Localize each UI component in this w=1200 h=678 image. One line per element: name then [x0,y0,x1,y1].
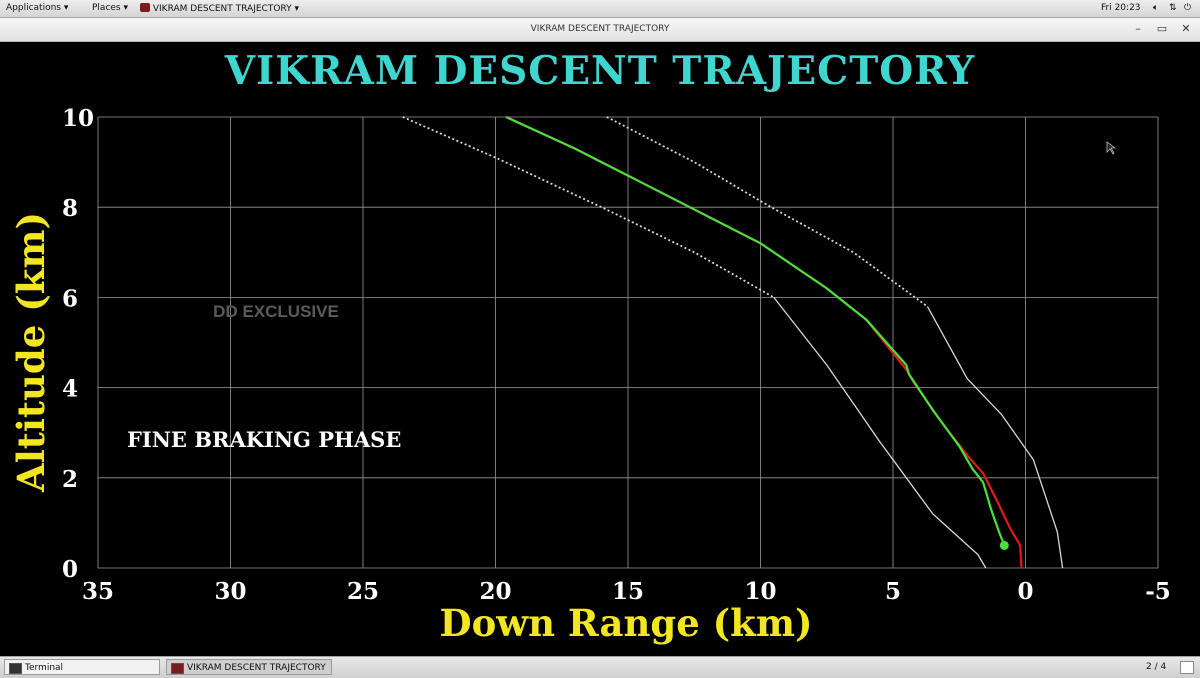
chevron-down-icon: ▾ [63,3,69,13]
x-tick-label: 25 [347,578,379,605]
y-tick-label: 0 [62,556,78,583]
app-icon [171,663,184,674]
window-menu-label: VIKRAM DESCENT TRAJECTORY [152,4,292,14]
grid [97,116,1159,569]
x-axis-label: Down Range (km) [440,601,813,645]
series-line-bound [402,116,775,299]
x-tick-label: 20 [479,578,511,605]
series-layer [402,116,1064,569]
workspace-pager[interactable]: 2 / 4 [1146,659,1194,675]
x-tick-label: 30 [214,578,246,605]
series-line-actual [505,116,1006,546]
minimize-button[interactable]: – [1135,22,1141,35]
y-axis-label: Altitude (km) [9,212,53,493]
y-tick-label: 10 [62,105,94,132]
taskbar-item-label: VIKRAM DESCENT TRAJECTORY [187,663,326,673]
window-menu[interactable]: VIKRAM DESCENT TRAJECTORY ▾ [140,3,299,14]
workspace-thumbnail[interactable] [1180,661,1194,674]
system-top-bar: Applications ▾ Places ▾ VIKRAM DESCENT T… [0,0,1200,18]
series-line-planned [505,116,1023,569]
x-tick-label: 10 [744,578,776,605]
places-menu[interactable]: Places ▾ [92,3,128,13]
watermark: DD EXCLUSIVE [213,302,339,321]
tick-labels: 35 30 25 20 15 10 5 0 -5 0 2 4 6 8 10 [62,105,1171,605]
trajectory-chart: 35 30 25 20 15 10 5 0 -5 0 2 4 6 8 10 VIKRAM DESCENT T… [0,42,1200,656]
chevron-down-icon: ▾ [123,3,129,13]
y-tick-label: 2 [62,466,78,493]
x-tick-label: 5 [885,578,901,605]
volume-icon[interactable]: 🔈︎ [1153,3,1159,13]
y-tick-label: 8 [62,195,78,222]
phase-label: FINE BRAKING PHASE [127,427,401,452]
window-title-bar[interactable]: VIKRAM DESCENT TRAJECTORY – ▭ ✕ [0,18,1200,42]
chevron-down-icon: ▾ [294,4,299,14]
terminal-icon [9,663,22,674]
taskbar-item-trajectory[interactable]: VIKRAM DESCENT TRAJECTORY [166,659,332,675]
window-title: VIKRAM DESCENT TRAJECTORY [530,24,670,34]
data-point-marker [999,540,1009,550]
x-tick-label: -5 [1145,578,1171,605]
x-tick-label: 0 [1017,578,1033,605]
workspace-indicator: 2 / 4 [1146,662,1167,672]
power-icon[interactable]: ⏻︎ [1184,3,1192,13]
trajectory-plot: 35 30 25 20 15 10 5 0 -5 0 2 4 6 8 10 VIKRAM DESCENT T… [9,48,1171,645]
taskbar-item-label: Terminal [25,663,64,673]
mouse-cursor-icon [1106,141,1117,155]
x-tick-label: 15 [612,578,644,605]
taskbar: Terminal VIKRAM DESCENT TRAJECTORY 2 / 4 [0,656,1200,678]
y-tick-label: 4 [62,376,78,403]
network-icon[interactable]: ⇅ [1169,3,1177,13]
clock[interactable]: Fri 20:23 [1101,3,1141,13]
applications-menu[interactable]: Applications ▾ [6,3,68,13]
places-label: Places [92,3,121,13]
app-icon [140,3,150,12]
series-line-bound [606,116,928,308]
series-line-bound [773,296,987,569]
taskbar-item-terminal[interactable]: Terminal [4,659,160,675]
applications-label: Applications [6,3,61,13]
maximize-button[interactable]: ▭ [1156,22,1168,35]
chart-title: VIKRAM DESCENT TRAJECTORY [224,48,976,94]
series-line-bound [926,306,1064,569]
x-tick-label: 35 [82,578,114,605]
close-button[interactable]: ✕ [1181,22,1191,35]
y-tick-label: 6 [62,285,78,312]
